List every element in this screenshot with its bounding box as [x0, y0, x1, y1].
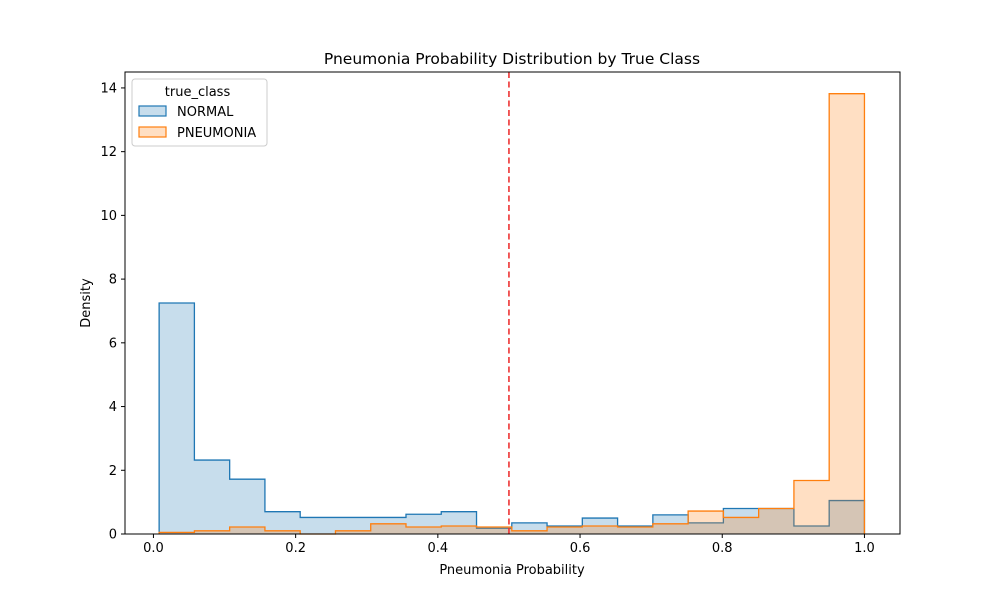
series-normal	[158, 302, 866, 534]
x-tick-label: 1.0	[854, 541, 875, 556]
plot-frame	[124, 71, 901, 535]
series-outline-pneumonia	[158, 93, 866, 535]
series-pneumonia	[158, 93, 866, 535]
y-tick-label: 4	[109, 400, 117, 415]
y-tick-label: 14	[100, 81, 117, 96]
legend-label-normal: NORMAL	[177, 105, 234, 120]
y-tick-label: 2	[109, 464, 117, 479]
legend: true_class NORMAL PNEUMONIA	[131, 78, 268, 147]
y-tick-label: 8	[109, 273, 117, 288]
legend-swatch-normal	[138, 105, 167, 117]
x-tick-label: 0.6	[570, 541, 591, 556]
legend-title: true_class	[165, 85, 231, 100]
x-axis-label: Pneumonia Probability	[439, 563, 585, 578]
plot-area: 0.0 0.2 0.4 0.6 0.8 1.0 0 2 4 6 8 10 12 14	[100, 71, 901, 556]
x-tick-label: 0.8	[712, 541, 733, 556]
y-axis-label: Density	[79, 278, 94, 328]
series-fill-pneumonia	[159, 93, 865, 535]
legend-label-pneumonia: PNEUMONIA	[177, 126, 256, 141]
x-tick-label: 0.2	[285, 541, 306, 556]
y-tick-label: 10	[100, 209, 117, 224]
x-tick-label: 0.0	[143, 541, 164, 556]
y-tick-label: 12	[100, 145, 117, 160]
chart-title: Pneumonia Probability Distribution by Tr…	[324, 50, 700, 68]
series-outline-normal	[158, 302, 866, 534]
y-tick-label: 0	[109, 528, 117, 543]
y-tick-label: 6	[109, 336, 117, 351]
x-tick-label: 0.4	[428, 541, 449, 556]
legend-swatch-pneumonia	[138, 126, 167, 138]
